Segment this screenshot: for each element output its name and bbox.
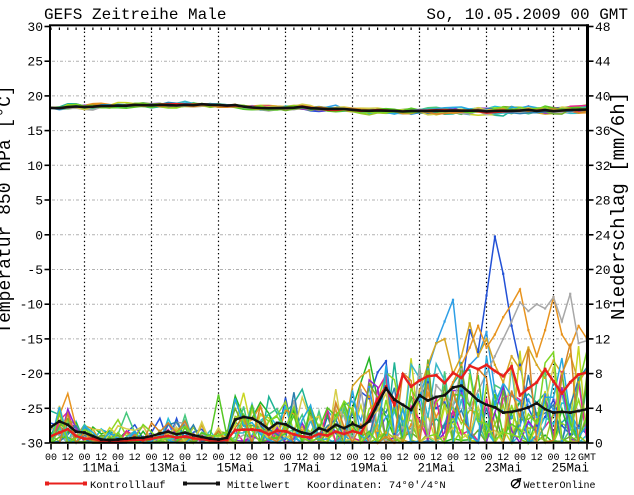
svg-text:00: 00	[346, 453, 358, 464]
svg-text:12: 12	[62, 453, 74, 464]
svg-text:25: 25	[27, 55, 43, 70]
svg-text:00: 00	[480, 453, 492, 464]
svg-text:17Mai: 17Mai	[283, 462, 321, 476]
svg-text:Kontrolllauf: Kontrolllauf	[90, 480, 166, 490]
svg-text:00: 00	[78, 453, 90, 464]
svg-text:11Mai: 11Mai	[82, 462, 120, 476]
svg-text:Koordinaten: 74°0'/4°N: Koordinaten: 74°0'/4°N	[307, 480, 446, 490]
svg-text:12: 12	[595, 332, 611, 347]
svg-text:00: 00	[112, 453, 124, 464]
svg-text:12: 12	[330, 453, 342, 464]
svg-text:12: 12	[531, 453, 543, 464]
svg-text:12: 12	[397, 453, 409, 464]
svg-text:30: 30	[27, 20, 43, 35]
svg-text:23Mai: 23Mai	[484, 462, 522, 476]
svg-text:16: 16	[595, 298, 611, 313]
svg-text:44: 44	[595, 55, 611, 70]
svg-text:25Mai: 25Mai	[551, 462, 589, 476]
svg-text:12: 12	[464, 453, 476, 464]
svg-text:00: 00	[279, 453, 291, 464]
svg-text:00: 00	[413, 453, 425, 464]
svg-text:36: 36	[595, 124, 611, 139]
svg-text:12: 12	[162, 453, 174, 464]
svg-text:00: 00	[246, 453, 258, 464]
svg-text:0: 0	[595, 437, 603, 452]
svg-text:48: 48	[595, 20, 611, 35]
svg-text:00: 00	[145, 453, 157, 464]
svg-text:Mittelwert: Mittelwert	[227, 480, 290, 490]
svg-text:Temperatur 850 hPa [°C]: Temperatur 850 hPa [°C]	[0, 85, 16, 333]
svg-text:0: 0	[35, 228, 43, 243]
svg-text:-30: -30	[20, 437, 43, 452]
svg-text:10: 10	[27, 159, 43, 174]
svg-text:12: 12	[229, 453, 241, 464]
svg-text:5: 5	[35, 194, 43, 209]
svg-text:12: 12	[95, 453, 107, 464]
svg-text:4: 4	[595, 402, 603, 417]
svg-text:12: 12	[263, 453, 275, 464]
svg-text:-25: -25	[20, 402, 43, 417]
svg-text:00: 00	[45, 453, 57, 464]
svg-text:15Mai: 15Mai	[216, 462, 254, 476]
svg-text:13Mai: 13Mai	[149, 462, 187, 476]
svg-text:12: 12	[497, 453, 509, 464]
svg-text:-20: -20	[20, 367, 43, 382]
svg-text:WetterOnline: WetterOnline	[524, 480, 596, 490]
svg-text:GEFS Zeitreihe Male: GEFS Zeitreihe Male	[44, 6, 226, 24]
svg-text:-10: -10	[20, 298, 43, 313]
svg-text:00: 00	[380, 453, 392, 464]
svg-text:12: 12	[196, 453, 208, 464]
svg-text:28: 28	[595, 194, 611, 209]
svg-text:-15: -15	[20, 332, 43, 347]
svg-text:20: 20	[27, 89, 43, 104]
svg-text:00: 00	[179, 453, 191, 464]
svg-text:24: 24	[595, 228, 611, 243]
svg-text:00: 00	[212, 453, 224, 464]
svg-text:GMT: GMT	[578, 453, 596, 464]
svg-text:20: 20	[595, 263, 611, 278]
svg-text:00: 00	[313, 453, 325, 464]
svg-text:Niederschlag [mm/6h]: Niederschlag [mm/6h]	[608, 92, 630, 320]
svg-text:00: 00	[447, 453, 459, 464]
svg-text:12: 12	[430, 453, 442, 464]
svg-text:00: 00	[514, 453, 526, 464]
svg-text:00: 00	[547, 453, 559, 464]
svg-text:12: 12	[363, 453, 375, 464]
svg-text:8: 8	[595, 367, 603, 382]
svg-text:32: 32	[595, 159, 611, 174]
svg-text:-5: -5	[27, 263, 43, 278]
svg-text:12: 12	[564, 453, 576, 464]
svg-text:40: 40	[595, 89, 611, 104]
svg-text:15: 15	[27, 124, 43, 139]
svg-text:21Mai: 21Mai	[417, 462, 455, 476]
svg-text:12: 12	[296, 453, 308, 464]
svg-text:12: 12	[129, 453, 141, 464]
svg-text:19Mai: 19Mai	[350, 462, 388, 476]
svg-text:So, 10.05.2009 00 GMT: So, 10.05.2009 00 GMT	[426, 6, 628, 24]
